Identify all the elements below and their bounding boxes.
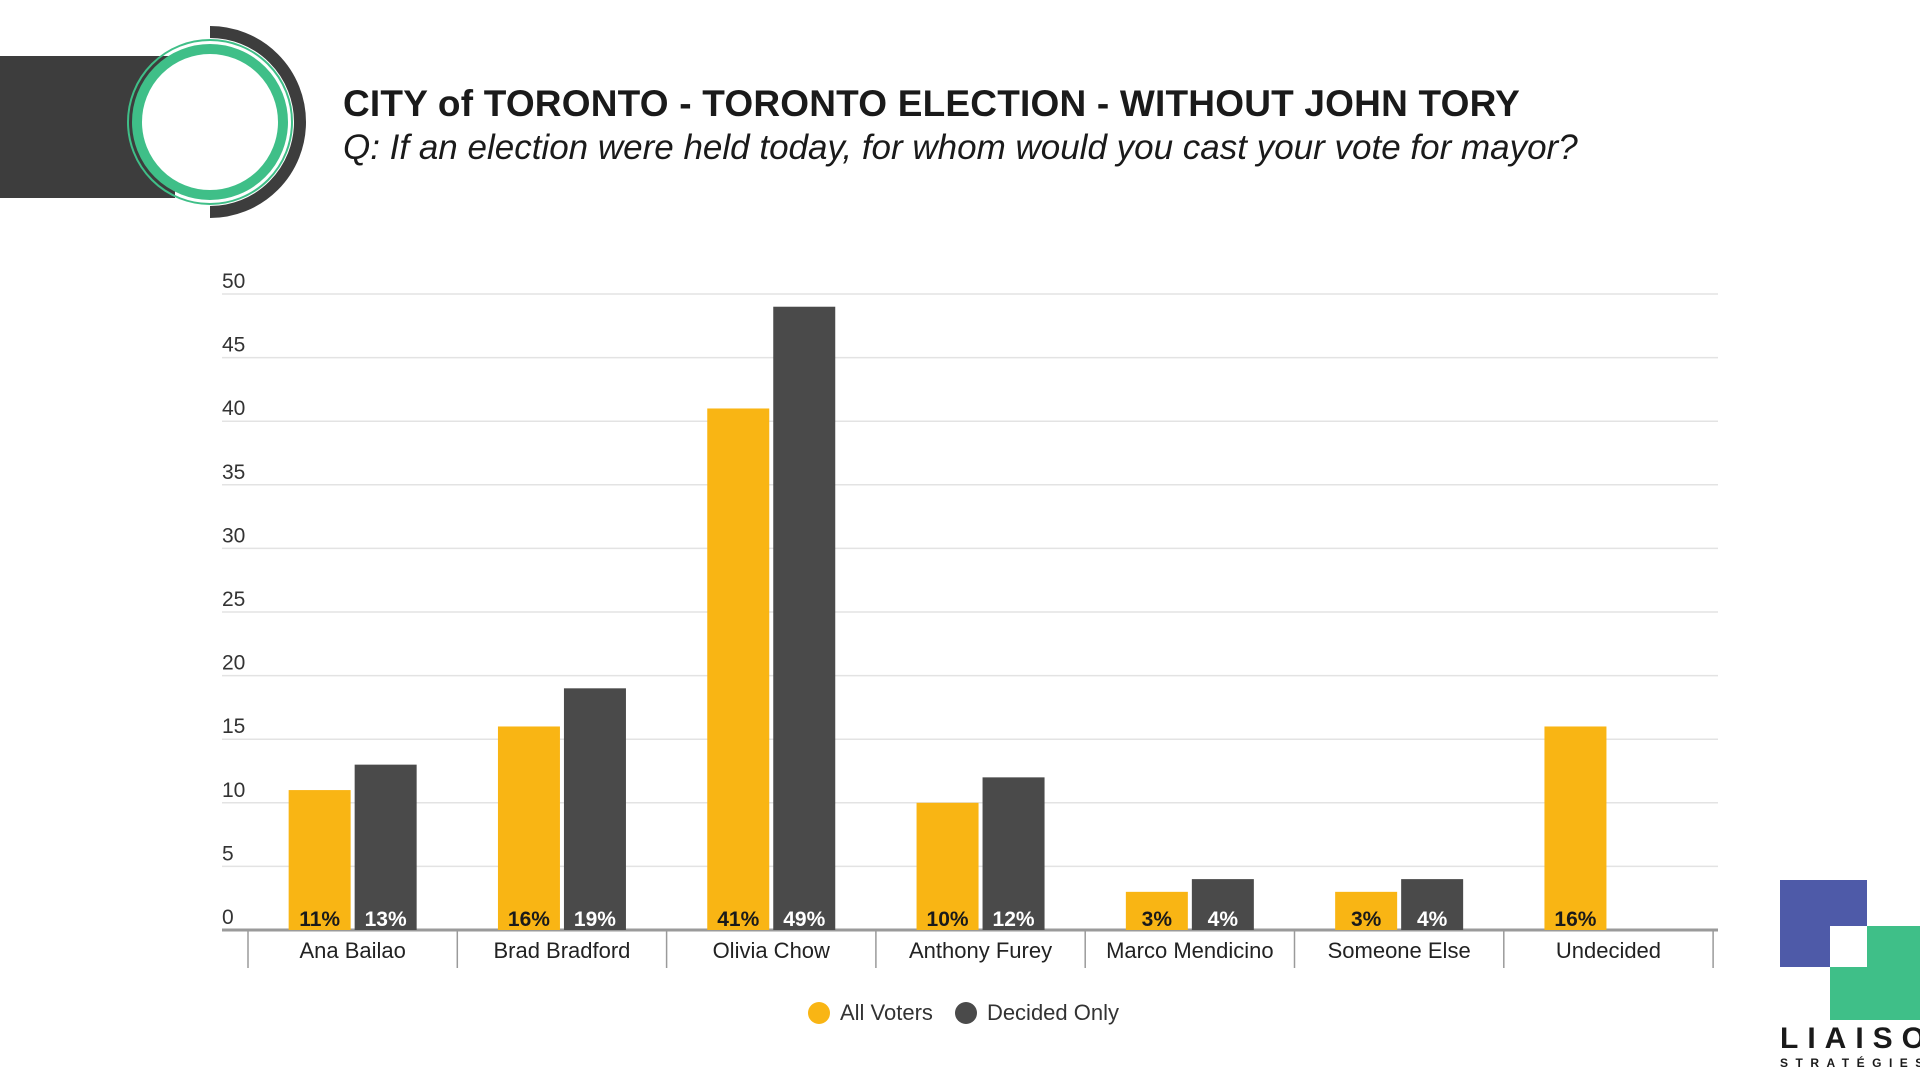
y-tick-label-30: 30 bbox=[222, 524, 245, 547]
legend-swatch-decided-only bbox=[954, 1002, 977, 1024]
category-label-anthony-furey: Anthony Furey bbox=[909, 938, 1052, 963]
brand-tagline: STRATÉGIES bbox=[1780, 1056, 1920, 1070]
bar-marco-mendicino-all-voters bbox=[1125, 891, 1188, 930]
bar-undecided-all-voters bbox=[1544, 726, 1607, 930]
data-label-marco-mendicino-all-voters: 3% bbox=[1142, 908, 1173, 931]
data-label-olivia-chow-all-voters: 41% bbox=[717, 908, 759, 931]
category-label-marco-mendicino: Marco Mendicino bbox=[1106, 938, 1274, 963]
legend-label-all-voters: All Voters bbox=[840, 1000, 933, 1025]
y-tick-label-35: 35 bbox=[222, 461, 245, 484]
data-label-ana-bailao-decided-only: 13% bbox=[365, 908, 407, 931]
bar-olivia-chow-all-voters bbox=[707, 408, 770, 931]
bar-someone-else-decided-only bbox=[1401, 879, 1464, 930]
legend-label-decided-only: Decided Only bbox=[986, 1000, 1120, 1025]
y-tick-label-10: 10 bbox=[222, 779, 245, 802]
data-label-marco-mendicino-decided-only: 4% bbox=[1208, 908, 1239, 931]
y-tick-label-15: 15 bbox=[222, 715, 245, 738]
page-title: CITY of TORONTO - TORONTO ELECTION - WIT… bbox=[343, 83, 1521, 124]
data-label-undecided-all-voters: 16% bbox=[1554, 908, 1596, 931]
brand-name: LIAISON bbox=[1780, 1022, 1920, 1055]
y-tick-label-20: 20 bbox=[222, 652, 245, 675]
legend-swatch-all-voters bbox=[808, 1002, 830, 1024]
data-label-someone-else-decided-only: 4% bbox=[1417, 908, 1448, 931]
title-block: CITY of TORONTO - TORONTO ELECTION - WIT… bbox=[343, 82, 1578, 170]
y-tick-label-45: 45 bbox=[222, 334, 245, 357]
bar-ana-bailao-decided-only bbox=[354, 764, 417, 930]
liaison-logo-icon bbox=[1780, 880, 1920, 1020]
data-label-brad-bradford-decided-only: 19% bbox=[574, 908, 616, 931]
y-tick-label-0: 0 bbox=[222, 906, 234, 929]
bar-someone-else-all-voters bbox=[1335, 891, 1398, 930]
category-label-brad-bradford: Brad Bradford bbox=[493, 938, 630, 963]
data-label-anthony-furey-all-voters: 10% bbox=[927, 908, 969, 931]
bar-marco-mendicino-decided-only bbox=[1191, 879, 1254, 930]
y-tick-label-40: 40 bbox=[222, 397, 245, 420]
category-label-olivia-chow: Olivia Chow bbox=[713, 938, 830, 963]
y-tick-label-5: 5 bbox=[222, 842, 234, 865]
category-label-undecided: Undecided bbox=[1556, 938, 1661, 963]
page-subtitle: Q: If an election were held today, for w… bbox=[343, 128, 1578, 167]
y-tick-label-50: 50 bbox=[222, 270, 245, 293]
bar-brad-bradford-decided-only bbox=[563, 688, 626, 930]
legend-item-all-voters: All Voters bbox=[808, 1000, 933, 1026]
category-label-ana-bailao: Ana Bailao bbox=[299, 938, 405, 963]
chart-legend: All Voters Decided Only bbox=[808, 1000, 1141, 1026]
bar-anthony-furey-decided-only bbox=[982, 777, 1045, 930]
data-label-anthony-furey-decided-only: 12% bbox=[993, 908, 1035, 931]
ring-logo-icon bbox=[127, 26, 306, 218]
category-label-someone-else: Someone Else bbox=[1328, 938, 1471, 963]
bar-brad-bradford-all-voters bbox=[497, 726, 560, 930]
data-label-brad-bradford-all-voters: 16% bbox=[508, 908, 550, 931]
data-label-someone-else-all-voters: 3% bbox=[1351, 908, 1382, 931]
data-label-ana-bailao-all-voters: 11% bbox=[299, 908, 340, 931]
bar-ana-bailao-all-voters bbox=[288, 790, 351, 930]
y-tick-label-25: 25 bbox=[222, 588, 245, 611]
bar-olivia-chow-decided-only bbox=[773, 306, 836, 931]
bar-anthony-furey-all-voters bbox=[916, 802, 979, 930]
legend-item-decided-only: Decided Only bbox=[954, 1000, 1120, 1026]
data-label-olivia-chow-decided-only: 49% bbox=[783, 908, 825, 931]
